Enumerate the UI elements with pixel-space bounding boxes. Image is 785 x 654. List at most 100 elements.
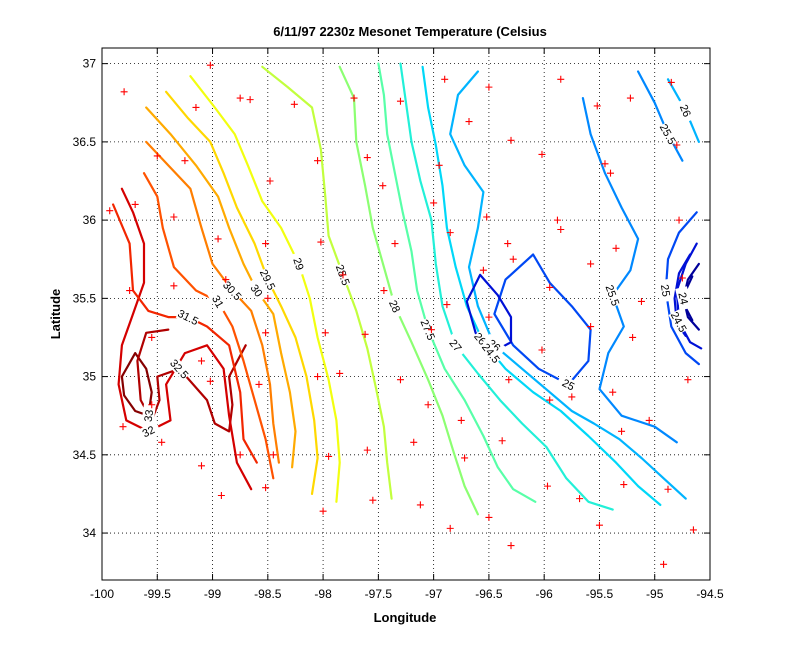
grid-lines — [102, 48, 710, 580]
station-marker — [197, 357, 205, 365]
x-axis-label: Longitude — [374, 610, 437, 625]
station-marker — [363, 446, 371, 454]
x-tick-label: -95 — [646, 587, 664, 601]
contour-label: 26 — [677, 103, 693, 119]
station-marker — [612, 244, 620, 252]
y-tick-label: 36 — [83, 213, 97, 227]
station-marker — [664, 485, 672, 493]
station-marker — [684, 376, 692, 384]
x-tick-label: -95.5 — [586, 587, 614, 601]
y-axis-label: Latitude — [48, 289, 63, 340]
station-marker — [485, 313, 493, 321]
station-marker — [416, 501, 424, 509]
station-marker — [618, 427, 626, 435]
contour-label-bg — [207, 288, 229, 314]
contour-label: 30 — [248, 283, 265, 300]
station-marker — [538, 150, 546, 158]
station-marker — [119, 423, 127, 431]
contour-label: 24 — [675, 291, 689, 306]
station-marker — [678, 274, 686, 282]
station-marker — [461, 454, 469, 462]
station-marker — [427, 326, 435, 334]
station-marker — [262, 329, 270, 337]
station-marker — [507, 542, 515, 550]
station-marker — [236, 451, 244, 459]
station-marker — [379, 182, 387, 190]
y-tick-label: 36.5 — [73, 135, 97, 149]
station-marker — [424, 401, 432, 409]
contour-label-bg — [657, 121, 679, 147]
contour-line-25.5 — [637, 70, 684, 162]
station-marker — [557, 226, 565, 234]
station-marker — [126, 287, 134, 295]
station-marker — [637, 297, 645, 305]
station-marker — [120, 88, 128, 96]
contour-label-bg — [482, 333, 507, 358]
contour-line-27.5 — [377, 62, 537, 503]
contour-label: 33 — [143, 409, 157, 423]
contour-line-30 — [145, 106, 297, 469]
contour-label: 25 — [560, 377, 576, 393]
station-marker — [629, 333, 637, 341]
y-tick-label: 35 — [83, 370, 97, 384]
contour-label-bg — [603, 282, 623, 308]
station-marker — [325, 452, 333, 460]
station-marker — [538, 346, 546, 354]
station-marker — [553, 216, 561, 224]
y-tick-label: 37 — [83, 57, 97, 71]
x-tick-label: -96.5 — [475, 587, 503, 601]
station-marker — [505, 376, 513, 384]
station-marker — [441, 75, 449, 83]
contour-label-bg — [135, 421, 161, 442]
station-marker — [266, 177, 274, 185]
station-marker — [620, 481, 628, 489]
contour-label-bg — [167, 356, 192, 381]
contour-line-32.5 — [136, 328, 247, 433]
station-marker — [645, 416, 653, 424]
station-marker — [626, 94, 634, 102]
station-marker — [290, 100, 298, 108]
station-marker — [568, 393, 576, 401]
contour-label-bg — [668, 309, 690, 335]
station-marker — [479, 266, 487, 274]
station-marker — [336, 369, 344, 377]
station-marker — [485, 513, 493, 521]
contour-label: 31 — [209, 294, 226, 311]
station-marker — [206, 377, 214, 385]
station-marker — [609, 388, 617, 396]
station-marker — [593, 102, 601, 110]
axis-ticks: -100 -99.5 -99 -98.5 -98 -97.5 -97 -96.5 -96 -95.… — [73, 48, 724, 601]
station-marker — [667, 78, 675, 86]
station-marker — [607, 169, 615, 177]
station-marker — [269, 451, 277, 459]
station-marker — [595, 521, 603, 529]
station-marker — [214, 235, 222, 243]
station-marker — [148, 401, 156, 409]
contour-label: 29 — [290, 257, 305, 272]
x-tick-label: -100 — [90, 587, 114, 601]
contour-label-bg — [555, 373, 582, 395]
station-marker — [498, 437, 506, 445]
contour-label-bg — [289, 251, 308, 277]
station-marker — [689, 526, 697, 534]
station-marker — [206, 61, 214, 69]
y-tick-label: 34 — [83, 526, 97, 540]
station-marker — [410, 438, 418, 446]
station-marker — [321, 329, 329, 337]
station-marker — [546, 283, 554, 291]
contour-label-bg — [257, 267, 279, 293]
station-marker — [369, 496, 377, 504]
station-marker — [601, 160, 609, 168]
contour-label-bg — [245, 278, 268, 303]
station-marker — [435, 161, 443, 169]
station-marker — [465, 118, 473, 126]
contour-label: 32 — [141, 424, 157, 440]
x-tick-label: -98 — [314, 587, 332, 601]
y-tick-label: 35.5 — [73, 291, 97, 305]
station-marker — [153, 152, 161, 160]
station-marker — [170, 213, 178, 221]
contour-label-bg — [384, 293, 405, 319]
contour-label-bg — [675, 286, 692, 311]
station-marker — [363, 154, 371, 162]
